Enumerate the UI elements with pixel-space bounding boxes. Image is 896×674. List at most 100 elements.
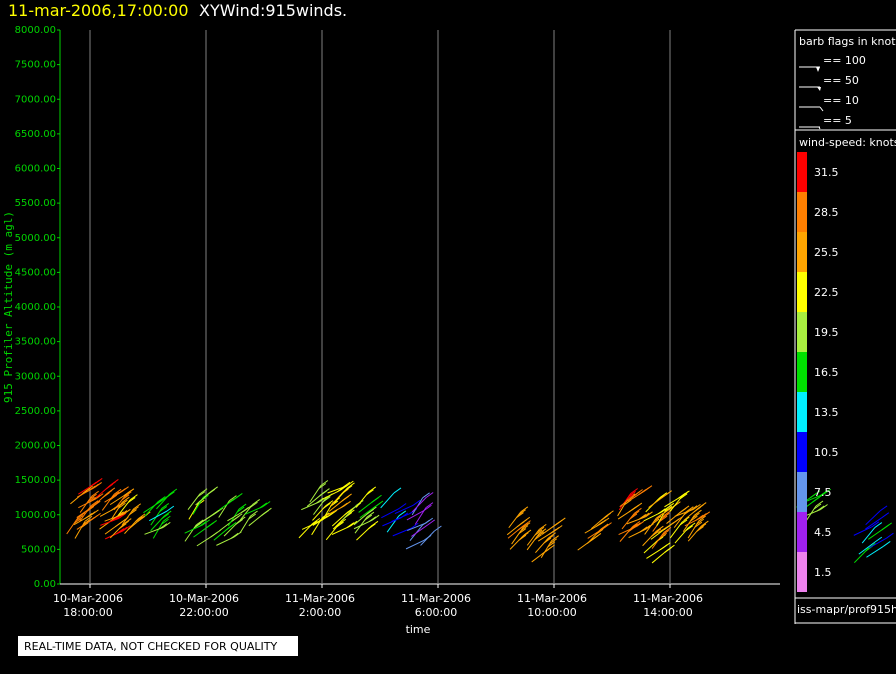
wind-barb: [76, 482, 102, 498]
wind-barb: [92, 487, 116, 507]
wind-barb-flag: [129, 509, 137, 515]
wind-barb-flag: [522, 522, 531, 529]
wind-barb-flag: [516, 512, 524, 518]
wind-barb-flag: [657, 494, 665, 501]
wind-barb-flag: [638, 489, 647, 495]
wind-barb-flag: [696, 518, 705, 525]
wind-barb: [420, 525, 442, 546]
barb-legend-item: == 50: [799, 74, 859, 91]
wind-barb-flag: [118, 523, 127, 530]
wind-barb: [526, 523, 547, 546]
wind-barb: [213, 522, 237, 541]
wind-barb-flag: [643, 524, 651, 531]
wind-barb: [78, 493, 104, 509]
wind-barb-flag: [87, 516, 95, 523]
wind-barb-flag: [344, 509, 352, 516]
barb-legend-label: == 10: [823, 94, 859, 107]
y-tick-label: 8000.00: [15, 25, 56, 36]
wind-barb-flag: [425, 502, 434, 509]
x-tick-date: 11-Mar-2006: [285, 592, 355, 605]
wind-barb-flag: [545, 535, 554, 541]
wind-barb-flag: [336, 521, 344, 528]
wind-barbs: [66, 478, 894, 564]
wind-barb: [149, 505, 175, 522]
wind-barb-flag: [197, 491, 206, 498]
x-tick-time: 2:00:00: [299, 606, 341, 619]
barb-legend-item: == 5: [799, 114, 852, 130]
speed-legend-title: wind-speed: knots: [799, 136, 896, 149]
barb-legend-flag: [819, 106, 824, 112]
wind-barb-flag: [88, 485, 96, 492]
wind-barb-flag: [316, 497, 324, 504]
colorbar-label: 1.5: [814, 566, 832, 579]
wind-barb-flag: [634, 507, 642, 514]
wind-barb: [298, 517, 321, 539]
wind-barb: [861, 522, 883, 544]
wind-barb: [392, 522, 419, 537]
wind-barb-flag: [518, 528, 527, 534]
wind-barb-flag: [82, 518, 91, 525]
wind-barb-flag: [595, 521, 604, 528]
wind-barb-flag: [633, 522, 641, 529]
wind-barb-flag: [629, 513, 638, 520]
wind-barb: [325, 518, 347, 541]
wind-barb-flag: [159, 523, 168, 530]
wind-barb-flag: [671, 518, 680, 525]
wind-barb-flag: [538, 528, 547, 535]
wind-barb: [353, 506, 377, 526]
wind-barb-flag: [886, 532, 894, 539]
wind-barb: [537, 525, 563, 542]
wind-barb-flag: [523, 529, 532, 536]
barb-legend-item: == 10: [799, 94, 859, 112]
wind-barb-flag: [393, 487, 402, 494]
x-tick-date: 11-Mar-2006: [401, 592, 471, 605]
wind-barb-flag: [820, 504, 828, 510]
wind-barb-flag: [319, 490, 328, 497]
wind-barb-flag: [113, 488, 122, 495]
wind-barb-flag: [368, 523, 376, 530]
wind-barb-flag: [123, 518, 132, 524]
wind-barb: [627, 485, 653, 502]
wind-barb-flag: [163, 521, 171, 528]
wind-barb-flag: [109, 494, 118, 501]
wind-barb-flag: [90, 500, 99, 507]
wind-barb-flag: [701, 520, 709, 527]
wind-barb-flag: [75, 515, 84, 521]
wind-barb-flag: [323, 496, 331, 502]
colorbar-label: 4.5: [814, 526, 832, 539]
wind-barb: [669, 516, 690, 539]
wind-barb-flag: [534, 529, 543, 536]
wind-barb: [104, 525, 131, 540]
wind-barb-flag: [137, 516, 146, 522]
wind-barb-flag: [131, 506, 139, 513]
wind-barb-flag: [664, 547, 672, 553]
wind-barb-flag: [809, 492, 818, 499]
wind-barb-flag: [238, 503, 247, 510]
wind-barb-flag: [326, 511, 335, 518]
wind-barb-flag: [235, 519, 243, 525]
colorbar-swatch: [797, 552, 807, 592]
wind-barb-staff: [853, 526, 873, 536]
wind-barb: [587, 522, 612, 539]
wind-barb-flag: [338, 518, 347, 525]
barb-legend-label: == 50: [823, 74, 859, 87]
wind-barb-flag: [626, 493, 634, 500]
wind-barb-flag: [641, 512, 650, 519]
wind-barb-flag: [347, 482, 355, 489]
x-tick-date: 10-Mar-2006: [53, 592, 123, 605]
wind-barb-flag: [600, 523, 609, 530]
wind-barb: [658, 516, 683, 533]
wind-barb-flag: [230, 532, 239, 539]
wind-barb-flag: [123, 491, 132, 498]
wind-barb: [858, 536, 883, 555]
wind-barb-flag: [159, 506, 168, 512]
wind-barb: [853, 521, 880, 536]
wind-barb: [868, 522, 893, 540]
wind-barb-flag: [323, 502, 331, 509]
wind-barb: [109, 518, 132, 539]
wind-barb-flag: [690, 515, 698, 522]
wind-barb-flag: [663, 527, 672, 533]
colorbar-swatch: [797, 392, 807, 432]
wind-barb-flag: [161, 503, 170, 509]
y-tick-label: 5500.00: [15, 198, 56, 209]
